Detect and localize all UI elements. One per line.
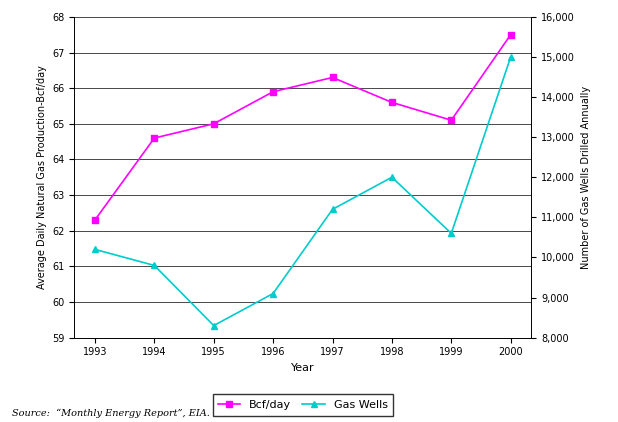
Bcf/day xyxy=(269,89,277,94)
Line: Bcf/day: Bcf/day xyxy=(92,32,514,223)
Bcf/day xyxy=(210,121,218,126)
Bcf/day xyxy=(507,32,514,37)
Gas Wells xyxy=(210,323,218,328)
Bcf/day xyxy=(329,75,336,80)
Gas Wells xyxy=(447,231,455,236)
Gas Wells xyxy=(269,291,277,296)
Gas Wells xyxy=(329,207,336,212)
Bcf/day xyxy=(151,135,158,141)
Bcf/day xyxy=(447,118,455,123)
Y-axis label: Number of Gas Wells Drilled Annually: Number of Gas Wells Drilled Annually xyxy=(581,86,591,269)
Bcf/day xyxy=(91,217,99,222)
Legend: Bcf/day, Gas Wells: Bcf/day, Gas Wells xyxy=(213,395,393,416)
Gas Wells xyxy=(151,263,158,268)
X-axis label: Year: Year xyxy=(291,363,315,373)
Gas Wells xyxy=(507,54,514,60)
Bcf/day xyxy=(388,100,396,105)
Line: Gas Wells: Gas Wells xyxy=(92,54,514,328)
Y-axis label: Average Daily Natural Gas Production-Bcf/day: Average Daily Natural Gas Production-Bcf… xyxy=(36,65,46,289)
Text: Source:  “Monthly Energy Report”, EIA.: Source: “Monthly Energy Report”, EIA. xyxy=(12,408,210,418)
Gas Wells xyxy=(91,247,99,252)
Gas Wells xyxy=(388,175,396,180)
